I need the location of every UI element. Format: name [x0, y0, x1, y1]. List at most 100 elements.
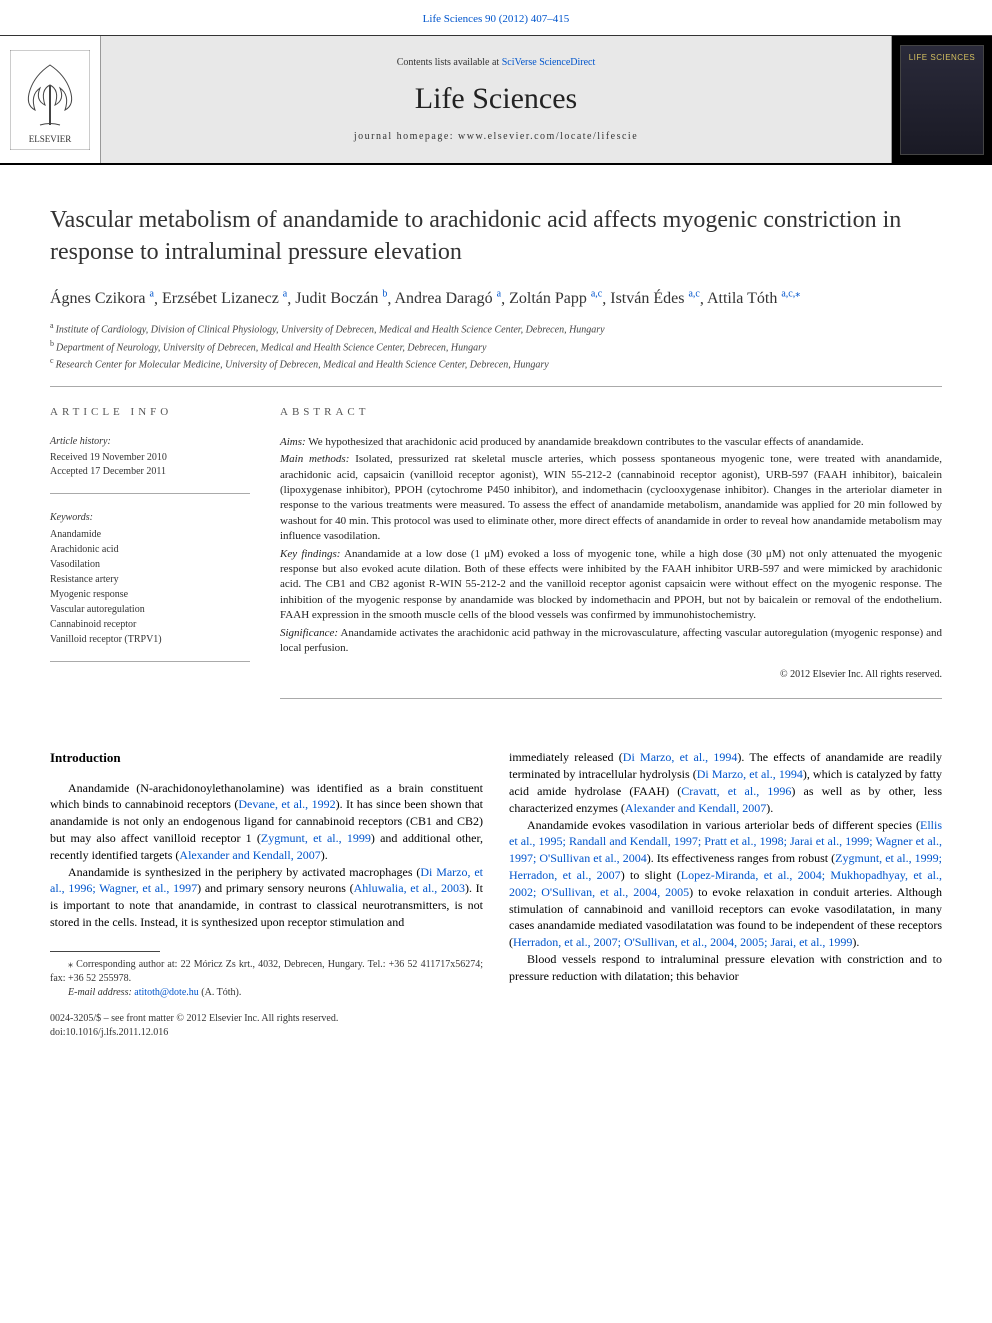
c2p2c: ) to slight (: [621, 868, 681, 882]
body-columns: Introduction Anandamide (N-arachidonoyle…: [0, 749, 992, 1069]
journal-cover-text: LIFE SCIENCES: [909, 52, 976, 63]
author-aff-marker: b: [382, 289, 387, 300]
methods-text: Isolated, pressurized rat skeletal muscl…: [280, 453, 942, 542]
author: Judit Boczán b: [295, 290, 387, 307]
author-aff-marker: a: [497, 289, 501, 300]
article-title: Vascular metabolism of anandamide to ara…: [0, 165, 992, 277]
sciverse-link[interactable]: SciVerse ScienceDirect: [502, 57, 596, 68]
keywords-block: Keywords: AnandamideArachidonic acidVaso…: [50, 510, 250, 662]
journal-title: Life Sciences: [415, 78, 577, 120]
article-history-block: Article history: Received 19 November 20…: [50, 435, 250, 494]
corresponding-marker: ⁎: [795, 289, 800, 300]
c2p1e: ).: [766, 801, 773, 815]
citation-header: Life Sciences 90 (2012) 407–415: [0, 0, 992, 35]
significance-text: Anandamide activates the arachidonic aci…: [280, 627, 942, 654]
article-info-col: article info Article history: Received 1…: [50, 405, 250, 699]
affiliations-block: a Institute of Cardiology, Division of C…: [0, 316, 992, 386]
col2-para-2: Anandamide evokes vasodilation in variou…: [509, 817, 942, 951]
ref-alexander[interactable]: Alexander and Kendall, 2007: [179, 848, 320, 862]
corresponding-footnote: ⁎ Corresponding author at: 22 Móricz Zs …: [50, 958, 483, 986]
author-aff-marker: a,c,: [781, 289, 795, 300]
keyword-item: Resistance artery: [50, 572, 250, 587]
info-abstract-row: article info Article history: Received 1…: [50, 386, 942, 699]
keyword-item: Vanilloid receptor (TRPV1): [50, 632, 250, 647]
email-suffix: (A. Tóth).: [201, 987, 241, 998]
ref-zygmunt[interactable]: Zygmunt, et al., 1999: [261, 831, 371, 845]
author: Andrea Daragó a: [394, 290, 501, 307]
findings-label: Key findings:: [280, 548, 340, 560]
author: Attila Tóth a,c,⁎: [707, 290, 800, 307]
journal-cover-thumb: LIFE SCIENCES: [900, 45, 984, 155]
doi-block: 0024-3205/$ – see front matter © 2012 El…: [50, 1012, 483, 1040]
keyword-item: Cannabinoid receptor: [50, 617, 250, 632]
intro-para-1: Anandamide (N-arachidonoylethanolamine) …: [50, 780, 483, 864]
contents-prefix: Contents lists available at: [397, 57, 502, 68]
ref-herradon[interactable]: Herradon, et al., 2007; O'Sullivan, et a…: [513, 935, 852, 949]
ref-dimarzo94b[interactable]: Di Marzo, et al., 1994: [697, 767, 803, 781]
citation-link[interactable]: Life Sciences 90 (2012) 407–415: [423, 13, 570, 25]
author: István Édes a,c: [610, 290, 700, 307]
keywords-label: Keywords:: [50, 510, 250, 525]
ref-cravatt[interactable]: Cravatt, et al., 1996: [681, 784, 791, 798]
aims-text: We hypothesized that arachidonic acid pr…: [308, 436, 863, 448]
body-col-right: immediately released (Di Marzo, et al., …: [509, 749, 942, 1039]
body-col-left: Introduction Anandamide (N-arachidonoyle…: [50, 749, 483, 1039]
abstract-findings: Key findings: Anandamide at a low dose (…: [280, 547, 942, 624]
affiliation-key: b: [50, 339, 56, 348]
col2-para-3: Blood vessels respond to intraluminal pr…: [509, 951, 942, 985]
email-label: E-mail address:: [68, 987, 132, 998]
ref-alexander2[interactable]: Alexander and Kendall, 2007: [625, 801, 766, 815]
journal-cover-right: LIFE SCIENCES: [892, 36, 992, 163]
author-aff-marker: a: [150, 289, 154, 300]
affiliation-line: a Institute of Cardiology, Division of C…: [50, 320, 942, 337]
ref-devane[interactable]: Devane, et al., 1992: [238, 797, 335, 811]
aims-label: Aims:: [280, 436, 306, 448]
intro-heading: Introduction: [50, 749, 483, 767]
journal-header-band: ELSEVIER Contents lists available at Sci…: [0, 35, 992, 165]
ref-ahluwalia[interactable]: Ahluwalia, et al., 2003: [354, 881, 465, 895]
ref-dimarzo94a[interactable]: Di Marzo, et al., 1994: [623, 750, 738, 764]
p2b: ) and primary sensory neurons (: [197, 881, 353, 895]
email-footnote: E-mail address: atitoth@dote.hu (A. Tóth…: [50, 986, 483, 1000]
header-center: Contents lists available at SciVerse Sci…: [100, 36, 892, 163]
affiliation-line: c Research Center for Molecular Medicine…: [50, 355, 942, 372]
author-aff-marker: a,c: [688, 289, 699, 300]
c2p1a: immediately released (: [509, 750, 623, 764]
c2p2e: ).: [852, 935, 859, 949]
svg-text:ELSEVIER: ELSEVIER: [29, 134, 72, 144]
abstract-copyright: © 2012 Elsevier Inc. All rights reserved…: [280, 668, 942, 682]
email-link[interactable]: atitoth@dote.hu: [134, 987, 198, 998]
affiliation-key: a: [50, 321, 56, 330]
section-spacer: [0, 699, 992, 749]
col2-para-1: immediately released (Di Marzo, et al., …: [509, 749, 942, 816]
keyword-item: Anandamide: [50, 527, 250, 542]
c2p2b: ). Its effectiveness ranges from robust …: [647, 851, 835, 865]
history-accepted: Accepted 17 December 2011: [50, 465, 250, 479]
history-received: Received 19 November 2010: [50, 451, 250, 465]
affiliation-key: c: [50, 356, 56, 365]
keyword-item: Vasodilation: [50, 557, 250, 572]
keyword-item: Myogenic response: [50, 587, 250, 602]
authors-line: Ágnes Czikora a, Erzsébet Lizanecz a, Ju…: [0, 278, 992, 317]
abstract-box: Aims: We hypothesized that arachidonic a…: [280, 435, 942, 699]
elsevier-tree-icon: ELSEVIER: [10, 50, 90, 150]
c2p2a: Anandamide evokes vasodilation in variou…: [527, 818, 920, 832]
doi-line: doi:10.1016/j.lfs.2011.12.016: [50, 1026, 483, 1040]
significance-label: Significance:: [280, 627, 338, 639]
journal-homepage: journal homepage: www.elsevier.com/locat…: [354, 130, 638, 144]
author-aff-marker: a: [283, 289, 287, 300]
abstract-significance: Significance: Anandamide activates the a…: [280, 626, 942, 657]
author: Erzsébet Lizanecz a: [162, 290, 287, 307]
p1d: ).: [321, 848, 328, 862]
abstract-heading: abstract: [280, 405, 942, 420]
abstract-methods: Main methods: Isolated, pressurized rat …: [280, 452, 942, 544]
history-label: Article history:: [50, 435, 250, 449]
keyword-item: Vascular autoregulation: [50, 602, 250, 617]
findings-text: Anandamide at a low dose (1 μM) evoked a…: [280, 548, 942, 622]
footnote-separator: [50, 951, 160, 952]
article-info-heading: article info: [50, 405, 250, 420]
issn-line: 0024-3205/$ – see front matter © 2012 El…: [50, 1012, 483, 1026]
keyword-item: Arachidonic acid: [50, 542, 250, 557]
intro-para-2: Anandamide is synthesized in the periphe…: [50, 864, 483, 931]
author-aff-marker: a,c: [591, 289, 602, 300]
